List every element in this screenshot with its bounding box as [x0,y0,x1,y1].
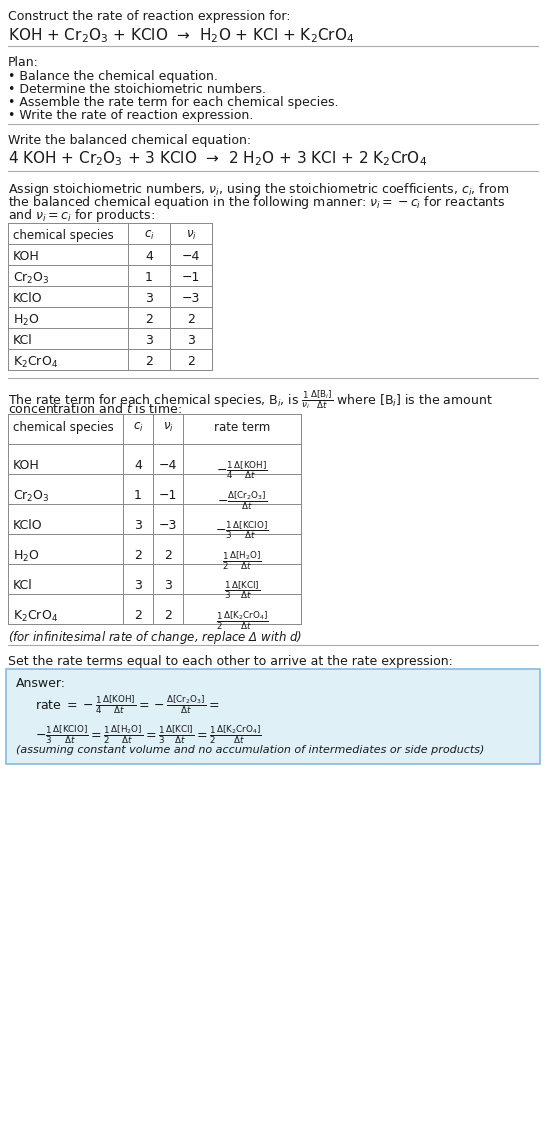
Text: 3: 3 [134,519,142,532]
Text: concentration and $t$ is time:: concentration and $t$ is time: [8,401,182,416]
Text: $\frac{1}{2}\frac{\Delta[\mathrm{H_2O}]}{\Delta t}$: $\frac{1}{2}\frac{\Delta[\mathrm{H_2O}]}… [222,549,262,572]
Text: 2: 2 [145,313,153,325]
Text: rate term: rate term [214,421,270,434]
Text: Assign stoichiometric numbers, $\nu_i$, using the stoichiometric coefficients, $: Assign stoichiometric numbers, $\nu_i$, … [8,181,509,198]
Text: KCl: KCl [13,335,33,347]
Text: Cr$_2$O$_3$: Cr$_2$O$_3$ [13,271,50,286]
Text: −3: −3 [159,519,177,532]
Text: KOH + Cr$_2$O$_3$ + KClO  →  H$_2$O + KCl + K$_2$CrO$_4$: KOH + Cr$_2$O$_3$ + KClO → H$_2$O + KCl … [8,26,354,44]
Text: 2: 2 [187,313,195,325]
Text: $c_i$: $c_i$ [133,421,144,434]
Text: $-\frac{1}{4}\frac{\Delta[\mathrm{KOH}]}{\Delta t}$: $-\frac{1}{4}\frac{\Delta[\mathrm{KOH}]}… [216,459,268,481]
Text: $-\frac{\Delta[\mathrm{Cr_2O_3}]}{\Delta t}$: $-\frac{\Delta[\mathrm{Cr_2O_3}]}{\Delta… [217,489,267,511]
Text: Construct the rate of reaction expression for:: Construct the rate of reaction expressio… [8,10,290,23]
Text: 4 KOH + Cr$_2$O$_3$ + 3 KClO  →  2 H$_2$O + 3 KCl + 2 K$_2$CrO$_4$: 4 KOH + Cr$_2$O$_3$ + 3 KClO → 2 H$_2$O … [8,149,427,168]
Text: KClO: KClO [13,291,43,305]
Text: −1: −1 [159,489,177,502]
Text: 2: 2 [134,609,142,623]
Text: 1: 1 [145,271,153,284]
Text: 4: 4 [145,249,153,263]
Text: K$_2$CrO$_4$: K$_2$CrO$_4$ [13,355,58,370]
Text: $-\frac{1}{3}\frac{\Delta[\mathrm{KClO}]}{\Delta t} = \frac{1}{2}\frac{\Delta[\m: $-\frac{1}{3}\frac{\Delta[\mathrm{KClO}]… [35,723,262,746]
Text: 2: 2 [164,549,172,562]
Text: and $\nu_i = c_i$ for products:: and $\nu_i = c_i$ for products: [8,208,155,225]
Text: (for infinitesimal rate of change, replace Δ with $d$): (for infinitesimal rate of change, repla… [8,629,302,646]
Text: $\frac{1}{2}\frac{\Delta[\mathrm{K_2CrO_4}]}{\Delta t}$: $\frac{1}{2}\frac{\Delta[\mathrm{K_2CrO_… [216,609,269,632]
Text: • Balance the chemical equation.: • Balance the chemical equation. [8,70,218,83]
Text: KClO: KClO [13,519,43,532]
Text: $\nu_i$: $\nu_i$ [186,229,197,242]
Text: Answer:: Answer: [16,677,66,689]
Text: Write the balanced chemical equation:: Write the balanced chemical equation: [8,134,251,147]
Text: $\nu_i$: $\nu_i$ [163,421,174,434]
Text: 2: 2 [187,355,195,369]
Text: K$_2$CrO$_4$: K$_2$CrO$_4$ [13,609,58,624]
Text: −1: −1 [182,271,200,284]
Text: 3: 3 [134,579,142,592]
Text: Set the rate terms equal to each other to arrive at the rate expression:: Set the rate terms equal to each other t… [8,655,453,668]
Text: chemical species: chemical species [13,229,114,242]
FancyBboxPatch shape [6,669,540,764]
Text: −4: −4 [182,249,200,263]
Text: Cr$_2$O$_3$: Cr$_2$O$_3$ [13,489,50,505]
Text: • Write the rate of reaction expression.: • Write the rate of reaction expression. [8,109,253,122]
Text: • Assemble the rate term for each chemical species.: • Assemble the rate term for each chemic… [8,96,339,109]
Text: 2: 2 [134,549,142,562]
Text: 3: 3 [187,335,195,347]
Text: $-\frac{1}{3}\frac{\Delta[\mathrm{KClO}]}{\Delta t}$: $-\frac{1}{3}\frac{\Delta[\mathrm{KClO}]… [215,519,269,541]
Text: rate $= -\frac{1}{4}\frac{\Delta[\mathrm{KOH}]}{\Delta t} = -\frac{\Delta[\mathr: rate $= -\frac{1}{4}\frac{\Delta[\mathrm… [35,693,219,716]
Text: 4: 4 [134,459,142,472]
Text: chemical species: chemical species [13,421,114,434]
Text: −3: −3 [182,291,200,305]
Text: 2: 2 [145,355,153,369]
Text: 2: 2 [164,609,172,623]
Text: The rate term for each chemical species, B$_i$, is $\frac{1}{\nu_i}\frac{\Delta[: The rate term for each chemical species,… [8,388,493,411]
Text: H$_2$O: H$_2$O [13,549,39,564]
Text: KCl: KCl [13,579,33,592]
Text: 3: 3 [145,291,153,305]
Text: the balanced chemical equation in the following manner: $\nu_i = -c_i$ for react: the balanced chemical equation in the fo… [8,194,506,211]
Text: 3: 3 [145,335,153,347]
Text: KOH: KOH [13,249,40,263]
Text: $c_i$: $c_i$ [144,229,155,242]
Text: H$_2$O: H$_2$O [13,313,39,328]
Text: (assuming constant volume and no accumulation of intermediates or side products): (assuming constant volume and no accumul… [16,745,484,755]
Text: Plan:: Plan: [8,56,39,69]
Text: −4: −4 [159,459,177,472]
Text: KOH: KOH [13,459,40,472]
Text: • Determine the stoichiometric numbers.: • Determine the stoichiometric numbers. [8,83,266,96]
Text: $\frac{1}{3}\frac{\Delta[\mathrm{KCl}]}{\Delta t}$: $\frac{1}{3}\frac{\Delta[\mathrm{KCl}]}{… [224,579,260,601]
Text: 1: 1 [134,489,142,502]
Text: 3: 3 [164,579,172,592]
